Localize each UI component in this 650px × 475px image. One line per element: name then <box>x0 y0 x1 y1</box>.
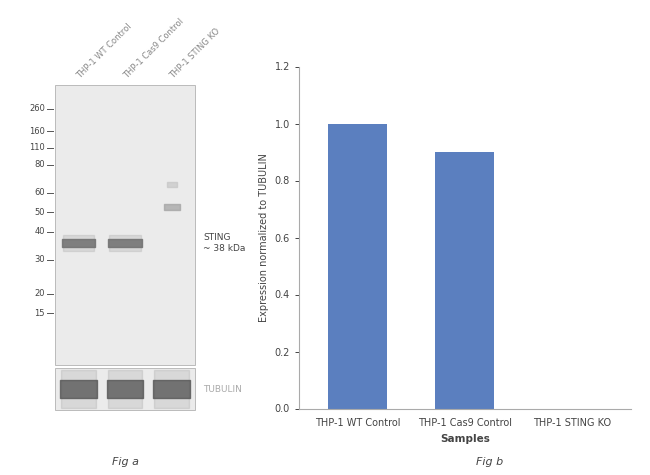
Y-axis label: Expression normalized to TUBULIN: Expression normalized to TUBULIN <box>259 153 269 322</box>
Text: TUBULIN: TUBULIN <box>203 384 242 393</box>
Text: 50: 50 <box>34 208 45 217</box>
Text: 60: 60 <box>34 188 45 197</box>
Text: THP-1 STING KO: THP-1 STING KO <box>168 26 222 80</box>
Text: 40: 40 <box>34 228 45 237</box>
Bar <box>55 85 195 365</box>
Text: STING
~ 38 kDa: STING ~ 38 kDa <box>203 234 246 253</box>
Text: 110: 110 <box>29 143 45 152</box>
Text: 15: 15 <box>34 309 45 318</box>
Bar <box>436 152 494 408</box>
Text: 260: 260 <box>29 104 45 114</box>
Text: 20: 20 <box>34 289 45 298</box>
Bar <box>328 124 387 408</box>
Text: 160: 160 <box>29 127 45 136</box>
Text: Fig b: Fig b <box>476 457 504 467</box>
Bar <box>55 368 195 410</box>
Text: 30: 30 <box>34 256 45 265</box>
Text: Fig a: Fig a <box>112 457 138 467</box>
Text: 80: 80 <box>34 160 45 169</box>
Text: THP-1 Cas9 Control: THP-1 Cas9 Control <box>122 16 185 80</box>
X-axis label: Samples: Samples <box>440 434 489 444</box>
Text: THP-1 WT Control: THP-1 WT Control <box>75 21 133 80</box>
